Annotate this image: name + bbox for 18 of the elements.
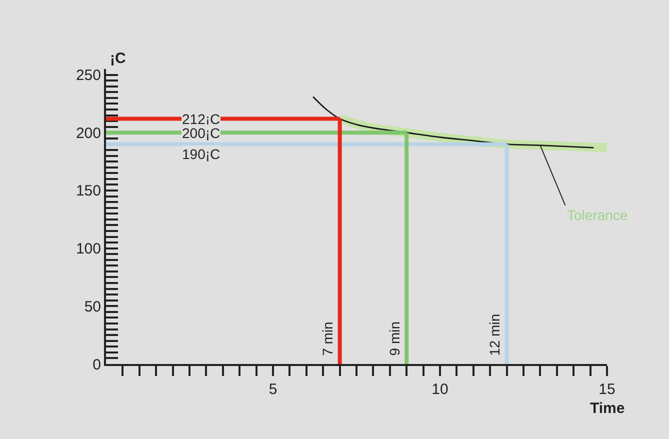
y-tick-label: 0 bbox=[92, 356, 101, 374]
ref-line-label: 200¡C bbox=[182, 125, 220, 141]
y-axis-title: ¡C bbox=[110, 50, 126, 67]
ref-line-label: 212¡C bbox=[182, 111, 220, 127]
ref-line-label: 9 min bbox=[386, 321, 402, 356]
x-axis-title: Time bbox=[590, 400, 625, 417]
y-tick-label: 150 bbox=[76, 182, 101, 200]
y-tick-label: 250 bbox=[76, 67, 101, 84]
ref-line-label: 12 min bbox=[486, 314, 503, 356]
ref-line-label: 190¡C bbox=[182, 146, 220, 162]
ref-line-label: 7 min bbox=[320, 322, 336, 356]
x-tick-label: 15 bbox=[598, 381, 616, 398]
y-tick-label: 200 bbox=[76, 124, 101, 142]
text: Tolerance bbox=[567, 207, 628, 223]
x-tick-label: 5 bbox=[268, 381, 278, 398]
x-tick-label: 10 bbox=[432, 381, 448, 398]
y-tick-label: 50 bbox=[84, 298, 101, 316]
y-tick-label: 100 bbox=[76, 240, 101, 258]
